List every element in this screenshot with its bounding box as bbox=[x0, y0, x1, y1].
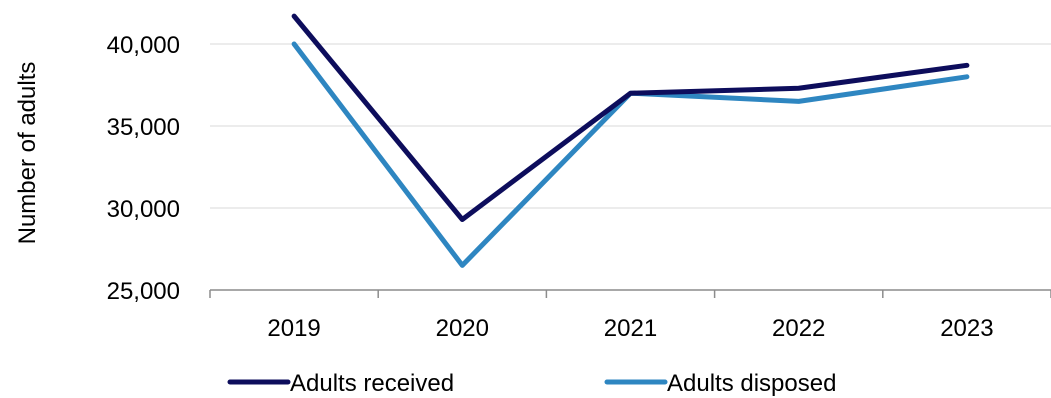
y-tick-label-0: 25,000 bbox=[107, 278, 180, 305]
gridlines bbox=[210, 43, 1051, 209]
legend: Adults received Adults disposed bbox=[227, 370, 836, 397]
x-tick-label-0: 2019 bbox=[267, 315, 320, 342]
x-axis bbox=[209, 289, 1051, 298]
y-tick-label-1: 30,000 bbox=[107, 196, 180, 223]
x-tick-label-3: 2022 bbox=[772, 315, 825, 342]
series-line-0 bbox=[291, 13, 970, 222]
y-tick-label-3: 40,000 bbox=[107, 32, 180, 59]
y-tick-labels: 25,000 30,000 35,000 40,000 bbox=[107, 32, 180, 305]
y-tick-label-2: 35,000 bbox=[107, 114, 180, 141]
x-tick-labels: 2019 2020 2021 2022 2023 bbox=[267, 315, 993, 342]
legend-label-1: Adults disposed bbox=[667, 370, 836, 397]
y-axis-title: Number of adults bbox=[14, 62, 41, 245]
series-lines bbox=[291, 13, 970, 268]
x-tick-label-1: 2020 bbox=[436, 315, 489, 342]
legend-label-0: Adults received bbox=[290, 370, 454, 397]
x-tick-label-2: 2021 bbox=[604, 315, 657, 342]
x-tick-label-4: 2023 bbox=[940, 315, 993, 342]
